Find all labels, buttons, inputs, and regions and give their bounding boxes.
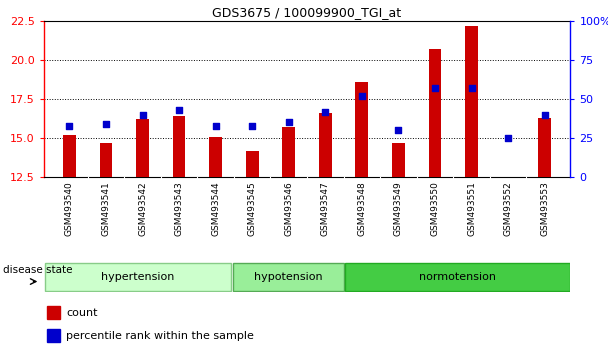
Bar [356, 82, 368, 177]
Text: hypotension: hypotension [254, 272, 323, 282]
Text: GSM493553: GSM493553 [541, 181, 549, 236]
Point [174, 107, 184, 113]
Text: GSM493540: GSM493540 [65, 181, 74, 236]
Point [320, 109, 330, 114]
FancyBboxPatch shape [345, 263, 570, 291]
Point [64, 123, 74, 129]
Point [101, 121, 111, 127]
Text: GSM493543: GSM493543 [174, 181, 184, 236]
Point [137, 112, 147, 118]
Bar [100, 143, 112, 177]
Text: GSM493544: GSM493544 [211, 181, 220, 236]
Point [503, 135, 513, 141]
Text: GSM493550: GSM493550 [430, 181, 440, 236]
Bar [136, 119, 149, 177]
Point [430, 85, 440, 91]
Bar [319, 113, 332, 177]
Text: GSM493552: GSM493552 [503, 181, 513, 236]
Text: GSM493549: GSM493549 [394, 181, 403, 236]
Text: hypertension: hypertension [101, 272, 174, 282]
Bar [282, 127, 295, 177]
Bar [209, 137, 222, 177]
Text: GSM493548: GSM493548 [358, 181, 367, 236]
FancyBboxPatch shape [44, 263, 231, 291]
Bar [429, 49, 441, 177]
Point [540, 112, 550, 118]
Text: GSM493547: GSM493547 [321, 181, 330, 236]
Text: count: count [66, 308, 97, 318]
Point [357, 93, 367, 99]
Bar [538, 118, 551, 177]
Bar [465, 26, 478, 177]
Point [211, 123, 221, 129]
Text: GSM493541: GSM493541 [102, 181, 111, 236]
Text: normotension: normotension [419, 272, 496, 282]
Text: disease state: disease state [3, 265, 72, 275]
Text: GSM493542: GSM493542 [138, 181, 147, 236]
Bar [392, 143, 405, 177]
Text: percentile rank within the sample: percentile rank within the sample [66, 331, 254, 341]
Bar [63, 135, 76, 177]
Bar [47, 330, 60, 342]
Point [467, 85, 477, 91]
Text: GSM493551: GSM493551 [467, 181, 476, 236]
FancyBboxPatch shape [233, 263, 344, 291]
Bar [173, 116, 185, 177]
Text: GSM493545: GSM493545 [247, 181, 257, 236]
Bar [246, 150, 258, 177]
Point [393, 127, 403, 133]
Point [247, 123, 257, 129]
Bar [47, 307, 60, 319]
Title: GDS3675 / 100099900_TGI_at: GDS3675 / 100099900_TGI_at [212, 6, 402, 19]
Point [284, 120, 294, 125]
Text: GSM493546: GSM493546 [285, 181, 293, 236]
